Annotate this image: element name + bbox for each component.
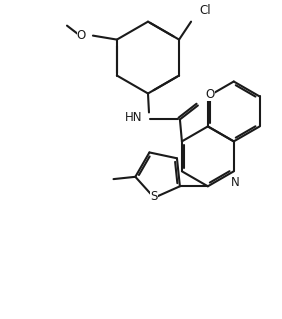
Text: Cl: Cl (199, 4, 211, 17)
Text: S: S (151, 190, 158, 203)
Text: N: N (230, 176, 239, 189)
Text: HN: HN (124, 111, 142, 124)
Text: O: O (77, 29, 86, 42)
Text: O: O (206, 88, 215, 101)
